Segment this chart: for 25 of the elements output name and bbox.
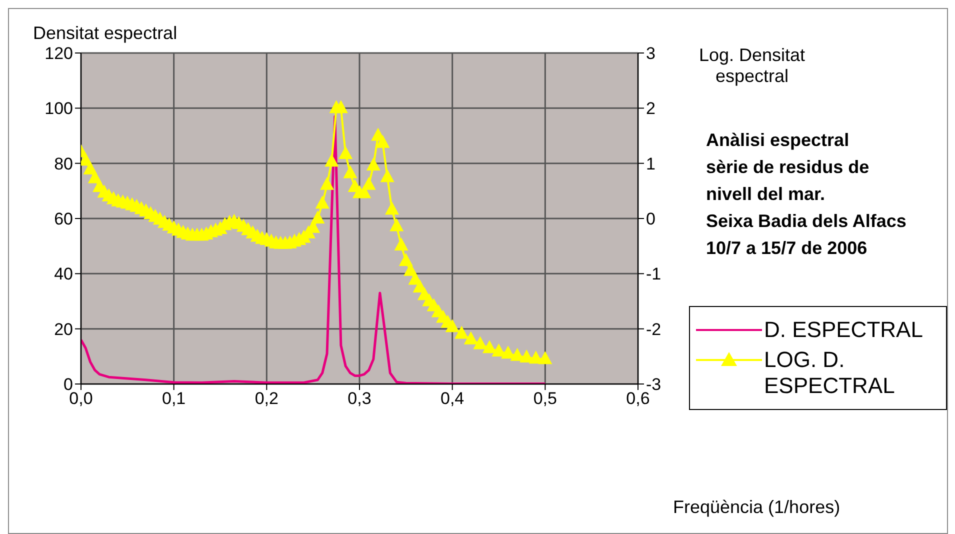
y-tick-label: 100	[44, 99, 73, 118]
y2-tick-label: -1	[646, 264, 662, 284]
x-tick-label: 0,3	[348, 389, 372, 408]
y-axis-title: Densitat espectral	[33, 23, 178, 44]
y2-tick-label: 0	[646, 210, 656, 229]
y2-tick-label: -2	[646, 320, 662, 339]
x-tick-label: 0,6	[626, 389, 650, 408]
y-tick-label: 20	[54, 320, 73, 339]
y2-tick-label: 2	[646, 99, 656, 118]
legend-label: D. ESPECTRAL	[764, 317, 923, 343]
y2-tick-label: 3	[646, 44, 656, 64]
y-tick-label: 120	[44, 44, 73, 64]
y-tick-label: 40	[54, 264, 73, 284]
text: Anàlisi espectral sèrie de residus de nivell del mar. Seixa Badia dels Alfacs 10/7 a 15/7 de 2006	[706, 129, 906, 260]
x-tick-label: 0,2	[254, 389, 278, 408]
y2-tick-label: 1	[646, 154, 656, 174]
x-tick-label: 0,4	[440, 389, 464, 408]
y-tick-label: 60	[54, 210, 73, 229]
x-axis-title: Freqüència (1/hores)	[673, 497, 840, 518]
legend-label: LOG. D. ESPECTRAL	[764, 347, 896, 399]
y2-axis-title: Log. Densitat espectral	[698, 45, 806, 87]
x-tick-label: 0,5	[533, 389, 557, 408]
y-tick-label: 80	[54, 154, 73, 174]
x-tick-label: 0,1	[162, 389, 186, 408]
x-tick-label: 0,0	[69, 389, 93, 408]
